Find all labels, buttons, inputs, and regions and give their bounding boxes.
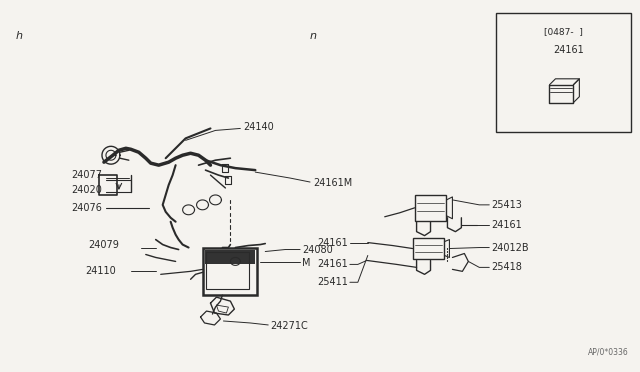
Text: 25418: 25418	[492, 262, 522, 272]
Bar	[202, 247, 257, 295]
Bar	[413, 238, 444, 259]
Text: AP/0*0336: AP/0*0336	[588, 348, 628, 357]
Text: 24080: 24080	[302, 244, 333, 254]
Text: 24161: 24161	[317, 259, 348, 269]
Bar	[205, 250, 255, 264]
Text: 24161: 24161	[317, 238, 348, 248]
Text: 24110: 24110	[85, 266, 116, 276]
Text: 24271C: 24271C	[270, 321, 308, 331]
Text: 24161: 24161	[492, 220, 522, 230]
Bar	[207, 251, 250, 289]
Text: 24012B: 24012B	[492, 243, 529, 253]
Bar	[415, 195, 447, 221]
Text: 24077: 24077	[71, 170, 102, 180]
Text: [0487-  ]: [0487- ]	[544, 27, 583, 36]
Text: 24161M: 24161M	[313, 178, 352, 188]
Text: 24076: 24076	[71, 203, 102, 213]
Bar	[496, 13, 630, 132]
Text: 24020: 24020	[71, 185, 102, 195]
Text: 24079: 24079	[88, 240, 119, 250]
Text: 24140: 24140	[243, 122, 274, 132]
Text: 25411: 25411	[317, 277, 348, 287]
Text: h: h	[15, 31, 22, 41]
Text: M: M	[302, 259, 310, 269]
Text: 24161: 24161	[553, 45, 584, 55]
Text: n: n	[310, 31, 317, 41]
Text: 25413: 25413	[492, 200, 522, 210]
